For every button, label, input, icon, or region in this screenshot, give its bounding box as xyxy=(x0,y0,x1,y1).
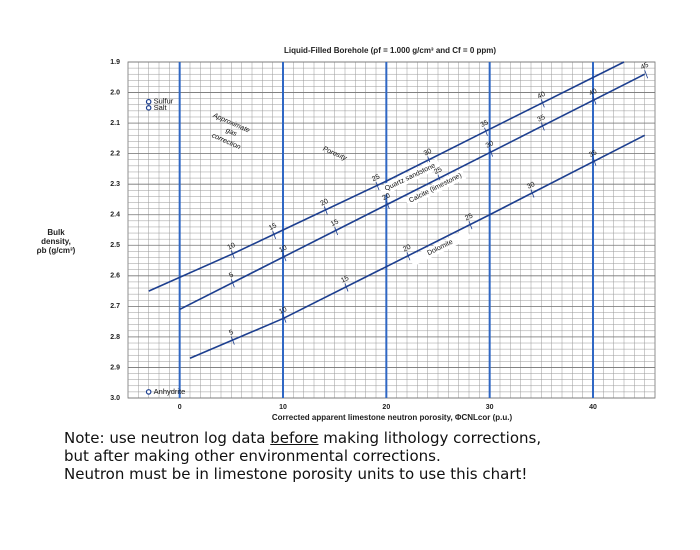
porosity-label: 35 xyxy=(480,119,490,129)
chart: Liquid-Filled Borehole (ρf = 1.000 g/cm³… xyxy=(37,46,656,422)
porosity-label: 25 xyxy=(464,213,474,223)
porosity-label: 20 xyxy=(319,198,329,208)
lithology-line xyxy=(179,73,646,311)
y-tick-label: 2.8 xyxy=(110,334,120,341)
note-line: Neutron must be in limestone porosity un… xyxy=(64,465,528,483)
y-tick-label: 1.9 xyxy=(110,59,120,66)
porosity-label: 20 xyxy=(381,192,391,202)
porosity-tick xyxy=(468,220,473,230)
porosity-tick xyxy=(540,99,545,108)
porosity-label: 45 xyxy=(640,62,650,72)
porosity-label: 15 xyxy=(340,275,350,285)
porosity-tick xyxy=(489,148,494,157)
porosity-tick xyxy=(334,226,339,236)
note-text: Note: use neutron log data xyxy=(64,429,271,447)
y-tick-label: 2.0 xyxy=(110,89,120,96)
y-tick-label: 2.9 xyxy=(110,364,120,371)
porosity-tick xyxy=(272,230,277,240)
porosity-label: 25 xyxy=(371,173,381,183)
line-label-bg xyxy=(404,169,467,207)
x-tick-label: 40 xyxy=(589,404,597,411)
line-label-bg xyxy=(379,158,442,196)
porosity-label: 10 xyxy=(278,306,288,316)
note-line: but after making other environmental cor… xyxy=(64,447,441,465)
chart-title: Liquid-Filled Borehole (ρf = 1.000 g/cm³… xyxy=(284,46,496,55)
mineral-label: Anhydrite xyxy=(154,387,186,396)
porosity-label: 5 xyxy=(228,272,235,280)
porosity-label: 40 xyxy=(536,91,546,101)
porosity-label: 25 xyxy=(433,166,443,176)
porosity-tick xyxy=(230,336,235,345)
porosity-label: 35 xyxy=(536,114,546,124)
porosity-tick xyxy=(385,200,390,210)
porosity-tick xyxy=(344,283,349,292)
porosity-label: 15 xyxy=(330,218,340,228)
y-tick-label: 3.0 xyxy=(110,395,120,402)
porosity-tick xyxy=(282,253,287,262)
porosity-label: 30 xyxy=(526,181,536,191)
line-label-bg xyxy=(409,229,471,267)
y-axis-label: ρb (g/cm³) xyxy=(37,246,76,255)
y-tick-label: 2.3 xyxy=(110,181,120,188)
lithology-line xyxy=(148,61,625,292)
note-text: making lithology corrections, xyxy=(318,429,542,447)
porosity-tick xyxy=(230,250,235,259)
porosity-label: 15 xyxy=(268,222,278,232)
annotation: gas xyxy=(225,127,239,138)
porosity-label: 5 xyxy=(228,329,235,337)
y-tick-label: 2.7 xyxy=(110,303,120,310)
porosity-label: 40 xyxy=(588,88,598,98)
y-axis-label: density, xyxy=(41,237,71,246)
x-tick-label: 10 xyxy=(279,404,287,411)
y-tick-label: 2.5 xyxy=(110,242,120,249)
porosity-tick xyxy=(592,157,597,166)
porosity-tick xyxy=(644,70,649,79)
y-tick-label: 2.6 xyxy=(110,273,120,280)
porosity-tick xyxy=(592,96,597,105)
x-tick-label: 0 xyxy=(178,404,182,411)
y-tick-label: 2.4 xyxy=(110,212,120,219)
porosity-tick xyxy=(406,252,411,261)
porosity-tick xyxy=(540,122,545,131)
mineral-label: Sulfur xyxy=(154,97,174,106)
mineral-point xyxy=(145,98,152,105)
x-axis-label: Corrected apparent limestone neutron por… xyxy=(272,413,513,422)
porosity-tick xyxy=(282,314,287,323)
x-tick-label: 20 xyxy=(382,404,390,411)
porosity-tick xyxy=(323,206,328,215)
porosity-tick xyxy=(530,189,535,198)
porosity-tick xyxy=(484,127,488,136)
porosity-label: 30 xyxy=(485,140,495,150)
porosity-label: 10 xyxy=(226,242,236,252)
lithology-line xyxy=(189,134,646,360)
y-tick-label: 2.1 xyxy=(110,120,120,127)
mineral-label: Salt xyxy=(154,103,168,112)
note-line: Note: use neutron log data before making… xyxy=(64,430,541,447)
mineral-point xyxy=(145,389,152,395)
y-axis-label: Bulk xyxy=(47,228,65,237)
porosity-label: 30 xyxy=(423,148,433,158)
porosity-tick xyxy=(375,181,380,191)
porosity-tick xyxy=(230,279,235,288)
note-emphasis: before xyxy=(270,429,319,447)
y-tick-label: 2.2 xyxy=(110,150,120,157)
plot-background xyxy=(127,61,656,399)
x-tick-label: 30 xyxy=(486,404,494,411)
porosity-label: 35 xyxy=(588,149,598,159)
porosity-label: 20 xyxy=(402,244,412,254)
mineral-point xyxy=(145,105,152,111)
porosity-label: 10 xyxy=(278,245,288,255)
